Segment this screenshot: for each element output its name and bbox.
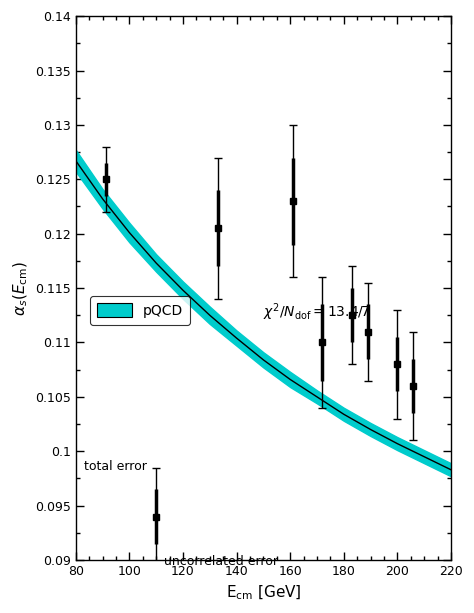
Text: total error: total error — [84, 460, 147, 473]
Text: uncorrelated error: uncorrelated error — [164, 555, 278, 568]
Text: $\chi^2/N_{\mathrm{dof}} = 13.4 / 7$: $\chi^2/N_{\mathrm{dof}} = 13.4 / 7$ — [264, 302, 371, 324]
X-axis label: E$_{\mathrm{cm}}$ [GeV]: E$_{\mathrm{cm}}$ [GeV] — [226, 584, 301, 602]
Legend: pQCD: pQCD — [90, 296, 190, 325]
Y-axis label: $\alpha_s(E_{\mathrm{cm}})$: $\alpha_s(E_{\mathrm{cm}})$ — [11, 261, 29, 316]
